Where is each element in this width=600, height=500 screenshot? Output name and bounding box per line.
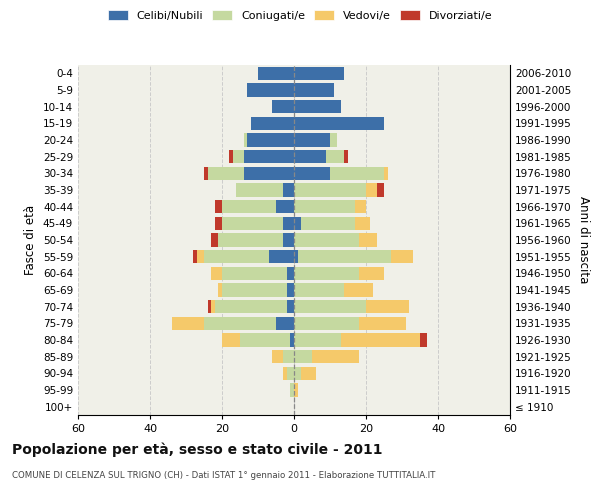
Bar: [222, 200, 276, 213]
Bar: [355, 200, 366, 213]
Bar: [391, 250, 413, 264]
Bar: [294, 300, 366, 314]
Bar: [294, 200, 355, 213]
Bar: [172, 316, 204, 330]
Bar: [236, 184, 283, 196]
Bar: [366, 184, 377, 196]
Legend: Celibi/Nubili, Coniugati/e, Vedovi/e, Divorziati/e: Celibi/Nubili, Coniugati/e, Vedovi/e, Di…: [106, 8, 494, 24]
Text: Popolazione per età, sesso e stato civile - 2011: Popolazione per età, sesso e stato civil…: [12, 442, 383, 457]
Bar: [218, 234, 283, 246]
Bar: [276, 200, 294, 213]
Bar: [294, 284, 344, 296]
Bar: [298, 250, 391, 264]
Bar: [294, 116, 384, 130]
Bar: [283, 216, 294, 230]
Bar: [204, 166, 208, 180]
Bar: [355, 216, 370, 230]
Y-axis label: Fasce di età: Fasce di età: [25, 205, 37, 275]
Bar: [294, 234, 359, 246]
Text: COMUNE DI CELENZA SUL TRIGNO (CH) - Dati ISTAT 1° gennaio 2011 - Elaborazione TU: COMUNE DI CELENZA SUL TRIGNO (CH) - Dati…: [12, 471, 436, 480]
Bar: [222, 266, 287, 280]
Bar: [294, 84, 334, 96]
Bar: [359, 316, 406, 330]
Bar: [283, 366, 287, 380]
Bar: [222, 284, 287, 296]
Bar: [211, 234, 218, 246]
Bar: [294, 66, 344, 80]
Bar: [359, 266, 384, 280]
Bar: [283, 234, 294, 246]
Bar: [287, 366, 294, 380]
Bar: [326, 150, 344, 164]
Bar: [244, 150, 294, 164]
Bar: [215, 300, 287, 314]
Bar: [287, 266, 294, 280]
Bar: [344, 284, 373, 296]
Bar: [211, 266, 222, 280]
Bar: [290, 384, 294, 396]
Bar: [294, 134, 330, 146]
Bar: [294, 150, 326, 164]
Bar: [276, 316, 294, 330]
Bar: [330, 166, 384, 180]
Bar: [244, 166, 294, 180]
Bar: [344, 150, 348, 164]
Bar: [366, 300, 409, 314]
Bar: [204, 250, 269, 264]
Bar: [420, 334, 427, 346]
Bar: [377, 184, 384, 196]
Bar: [193, 250, 197, 264]
Bar: [384, 166, 388, 180]
Bar: [301, 366, 316, 380]
Bar: [272, 350, 283, 364]
Bar: [294, 100, 341, 114]
Bar: [208, 166, 244, 180]
Bar: [294, 184, 366, 196]
Bar: [222, 216, 283, 230]
Bar: [251, 116, 294, 130]
Bar: [294, 334, 341, 346]
Bar: [229, 150, 233, 164]
Bar: [341, 334, 420, 346]
Bar: [294, 316, 359, 330]
Bar: [208, 300, 211, 314]
Bar: [294, 166, 330, 180]
Bar: [294, 216, 301, 230]
Bar: [215, 216, 222, 230]
Bar: [294, 350, 312, 364]
Bar: [283, 350, 294, 364]
Bar: [247, 84, 294, 96]
Bar: [240, 334, 290, 346]
Bar: [233, 150, 244, 164]
Bar: [359, 234, 377, 246]
Y-axis label: Anni di nascita: Anni di nascita: [577, 196, 590, 284]
Bar: [301, 216, 355, 230]
Bar: [294, 266, 359, 280]
Bar: [294, 250, 298, 264]
Bar: [330, 134, 337, 146]
Bar: [287, 300, 294, 314]
Bar: [197, 250, 204, 264]
Bar: [247, 134, 294, 146]
Bar: [244, 134, 247, 146]
Bar: [287, 284, 294, 296]
Bar: [215, 200, 222, 213]
Bar: [283, 184, 294, 196]
Bar: [290, 334, 294, 346]
Bar: [294, 366, 301, 380]
Bar: [294, 384, 298, 396]
Bar: [222, 334, 240, 346]
Bar: [312, 350, 359, 364]
Bar: [204, 316, 276, 330]
Bar: [258, 66, 294, 80]
Bar: [269, 250, 294, 264]
Bar: [211, 300, 215, 314]
Bar: [272, 100, 294, 114]
Bar: [218, 284, 222, 296]
